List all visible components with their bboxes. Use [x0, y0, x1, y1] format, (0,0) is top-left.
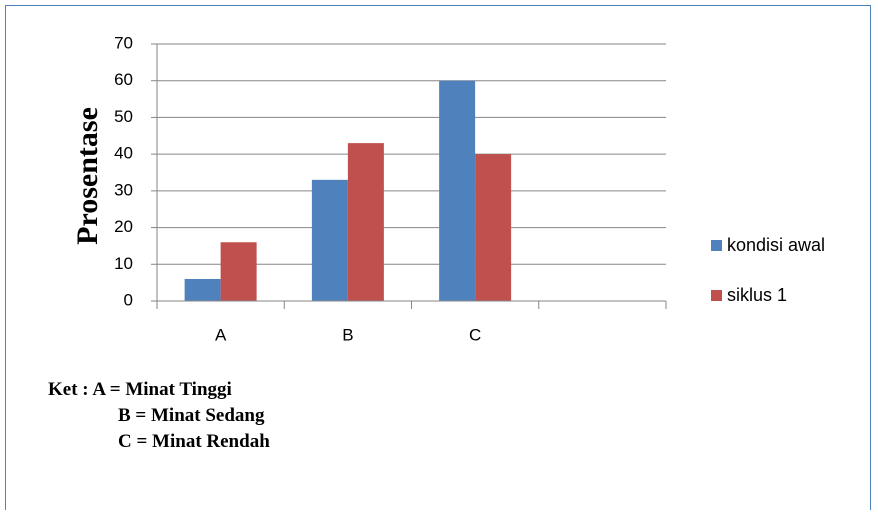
bar-siklus-1-2	[475, 154, 512, 301]
legend-label: kondisi awal	[727, 235, 825, 255]
gridlines	[157, 43, 666, 265]
legend-label: siklus 1	[727, 285, 787, 305]
y-tick-labels: 0 10 20 30 40 50 60 70	[114, 33, 157, 309]
notes: Ket : A = Minat Tinggi B = Minat Sedang …	[48, 377, 270, 455]
chart-frame	[5, 5, 871, 510]
axes	[156, 44, 667, 309]
y-axis-label: Prosentase	[71, 107, 104, 245]
y-tick-label: 60	[114, 70, 133, 89]
bar-siklus-1-1	[347, 143, 384, 301]
note-line-a: Ket : A = Minat Tinggi	[48, 379, 232, 400]
y-tick-label: 10	[114, 254, 133, 273]
y-tick-label: 20	[114, 217, 133, 236]
bar-siklus-1-0	[220, 242, 257, 301]
x-tick-label: B	[342, 325, 353, 344]
legend: kondisi awal siklus 1	[711, 235, 825, 305]
note-line-c: C = Minat Rendah	[118, 431, 270, 452]
legend-swatch	[711, 290, 722, 301]
y-tick-label: 30	[114, 180, 133, 199]
bars	[184, 80, 512, 301]
y-tick-label: 40	[114, 144, 133, 163]
note-line-b: B = Minat Sedang	[118, 405, 265, 426]
x-tick-labels: A B C	[215, 325, 481, 344]
y-tick-label: 50	[114, 107, 133, 126]
x-tick-label: C	[469, 325, 481, 344]
bar-kondisi-awal-2	[439, 80, 476, 301]
legend-swatch	[711, 240, 722, 251]
bar-kondisi-awal-0	[184, 278, 221, 301]
x-tick-label: A	[215, 325, 227, 344]
y-tick-label: 70	[114, 33, 133, 52]
bar-kondisi-awal-1	[311, 179, 348, 301]
y-tick-label: 0	[124, 290, 133, 309]
